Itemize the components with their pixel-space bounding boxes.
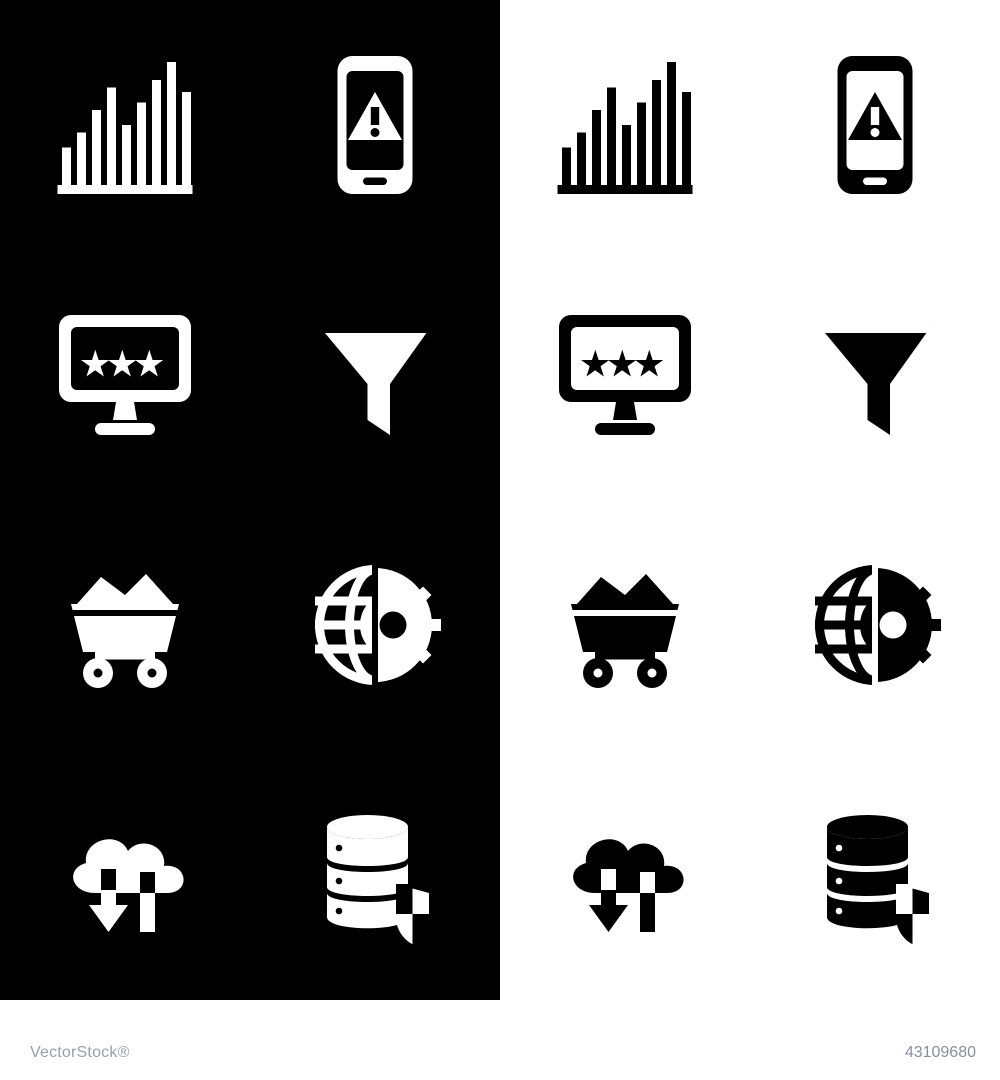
right-panel bbox=[500, 0, 1000, 1000]
monitor-password-icon bbox=[550, 300, 700, 450]
database-shield-icon bbox=[250, 750, 500, 1000]
bar-chart-icon bbox=[50, 50, 200, 200]
watermark-text: VectorStock® bbox=[30, 1044, 130, 1062]
funnel-icon bbox=[800, 300, 950, 450]
funnel-icon bbox=[250, 250, 500, 500]
monitor-password-icon bbox=[0, 250, 250, 500]
bar-chart-icon bbox=[500, 0, 750, 250]
phone-alert-icon bbox=[750, 0, 1000, 250]
globe-gear-icon bbox=[800, 550, 950, 700]
cloud-sync-icon bbox=[50, 800, 200, 950]
left-panel bbox=[0, 0, 500, 1000]
bar-chart-icon bbox=[550, 50, 700, 200]
mine-cart-icon bbox=[50, 550, 200, 700]
globe-gear-icon bbox=[250, 500, 500, 750]
monitor-password-icon bbox=[500, 250, 750, 500]
cloud-sync-icon bbox=[500, 750, 750, 1000]
globe-gear-icon bbox=[750, 500, 1000, 750]
monitor-password-icon bbox=[50, 300, 200, 450]
globe-gear-icon bbox=[300, 550, 450, 700]
icon-sheet: VectorStock® 43109680 bbox=[0, 0, 1000, 1080]
cloud-sync-icon bbox=[550, 800, 700, 950]
mine-cart-icon bbox=[500, 500, 750, 750]
phone-alert-icon bbox=[300, 50, 450, 200]
mine-cart-icon bbox=[0, 500, 250, 750]
database-shield-icon bbox=[300, 800, 450, 950]
cloud-sync-icon bbox=[0, 750, 250, 1000]
mine-cart-icon bbox=[550, 550, 700, 700]
phone-alert-icon bbox=[250, 0, 500, 250]
image-number: 43109680 bbox=[905, 1044, 976, 1062]
phone-alert-icon bbox=[800, 50, 950, 200]
funnel-icon bbox=[300, 300, 450, 450]
database-shield-icon bbox=[750, 750, 1000, 1000]
funnel-icon bbox=[750, 250, 1000, 500]
database-shield-icon bbox=[800, 800, 950, 950]
bar-chart-icon bbox=[0, 0, 250, 250]
